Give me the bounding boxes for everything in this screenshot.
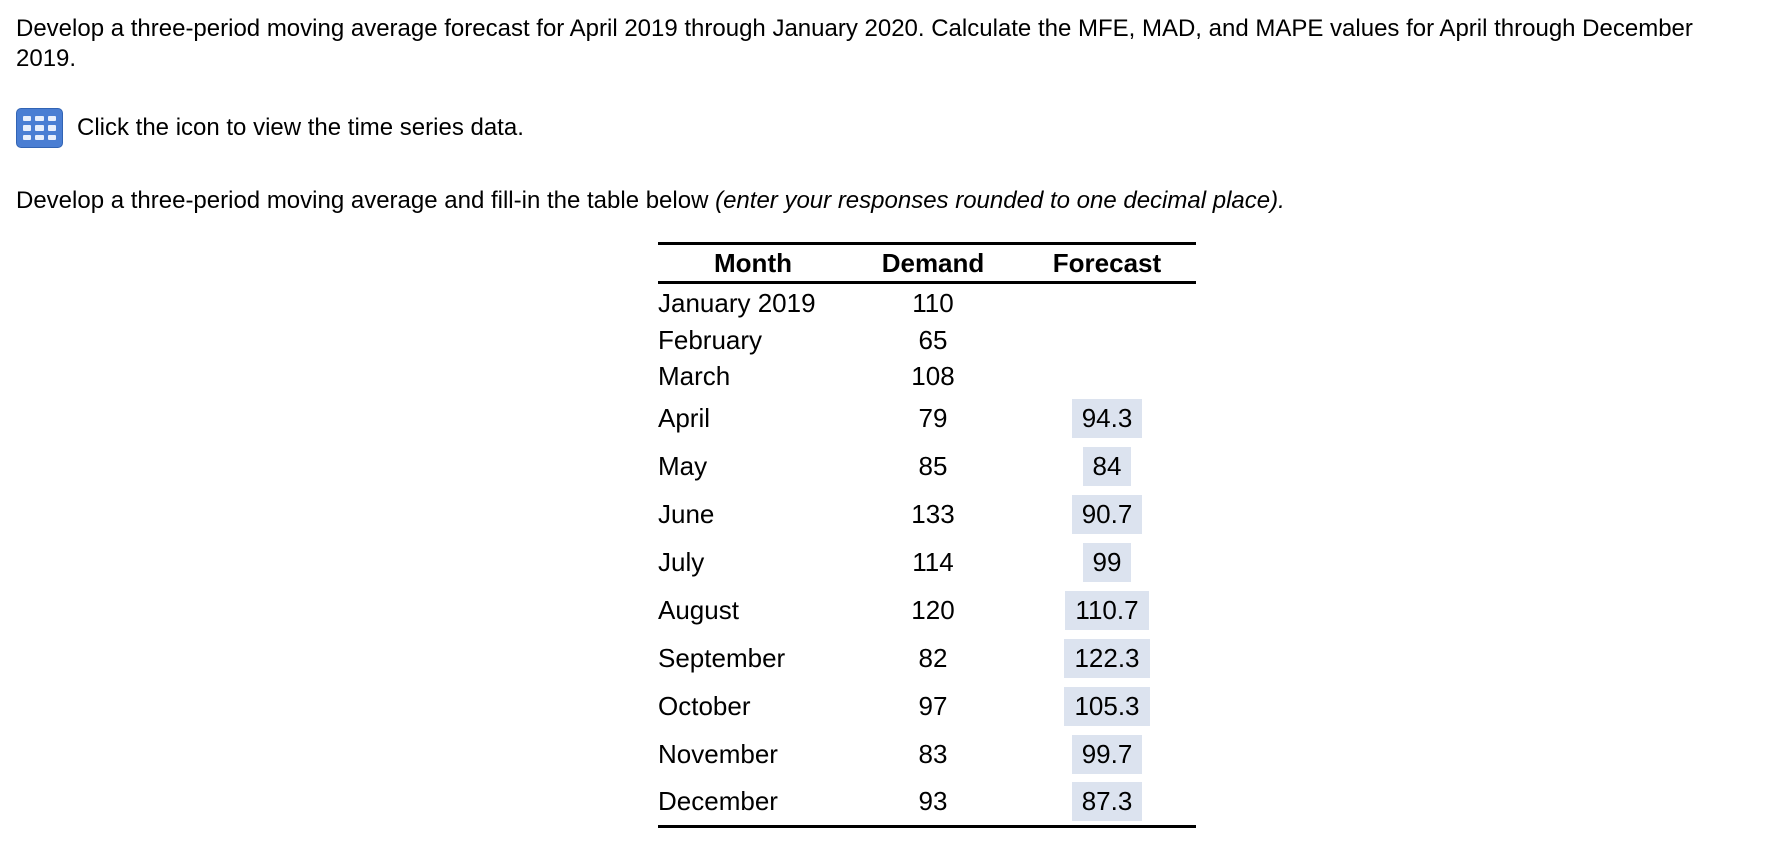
- demand-cell: 65: [918, 325, 948, 355]
- table-row: October 97 105.3: [658, 683, 1196, 731]
- table-row: July 114 99: [658, 539, 1196, 587]
- demand-cell: 120: [911, 595, 955, 625]
- forecast-input[interactable]: 110.7: [1065, 591, 1149, 630]
- month-cell: January 2019: [658, 287, 816, 318]
- forecast-input[interactable]: 99: [1082, 543, 1132, 582]
- forecast-cell: 90.7: [1018, 491, 1196, 539]
- table-grid-icon-cell: [23, 134, 32, 141]
- month-cell: February: [658, 325, 763, 355]
- table-row: February 65: [658, 323, 1196, 359]
- forecast-cell: [1018, 359, 1196, 395]
- table-row: May 85 84: [658, 443, 1196, 491]
- month-cell: July: [658, 547, 705, 577]
- table-row: January 2019 110: [658, 283, 1196, 323]
- table-grid-icon-cell: [23, 115, 32, 122]
- forecast-cell: 122.3: [1018, 635, 1196, 683]
- month-cell: April: [658, 403, 711, 433]
- table-grid-icon[interactable]: [16, 107, 63, 148]
- table-grid-icon-cell: [35, 134, 44, 141]
- demand-cell: 83: [918, 739, 948, 769]
- forecast-input[interactable]: 90.7: [1071, 495, 1143, 534]
- fill-in-instruction-note: (enter your responses rounded to one dec…: [715, 187, 1285, 214]
- table-row: August 120 110.7: [658, 587, 1196, 635]
- demand-cell: 82: [918, 643, 948, 673]
- question-page: Develop a three-period moving average fo…: [16, 15, 1762, 828]
- table-row: June 133 90.7: [658, 491, 1196, 539]
- table-header-row: Month Demand Forecast: [658, 243, 1196, 284]
- table-grid-icon-cell: [35, 125, 44, 131]
- demand-cell: 133: [911, 499, 955, 529]
- month-cell: May: [658, 451, 708, 481]
- forecast-input[interactable]: 87.3: [1071, 782, 1143, 822]
- month-column-header: Month: [658, 243, 848, 284]
- table-grid-icon-cell: [23, 125, 32, 131]
- question-text: Develop a three-period moving average fo…: [16, 15, 1693, 72]
- forecast-cell: [1018, 323, 1196, 359]
- table-grid-icon-cell: [47, 115, 56, 122]
- table-row: December 93 87.3: [658, 779, 1196, 827]
- demand-cell: 85: [918, 451, 948, 481]
- month-cell: September: [658, 643, 786, 673]
- forecast-input[interactable]: 84: [1082, 447, 1132, 486]
- forecast-column-header: Forecast: [1018, 243, 1196, 284]
- table-grid-icon-cell: [47, 125, 56, 131]
- forecast-input[interactable]: 105.3: [1064, 687, 1150, 726]
- table-grid-icon-cell: [35, 115, 44, 122]
- month-cell: November: [658, 739, 778, 769]
- forecast-cell: 94.3: [1018, 395, 1196, 443]
- table-grid-icon-cell: [47, 134, 56, 141]
- demand-column-header: Demand: [848, 243, 1018, 284]
- table-row: September 82 122.3: [658, 635, 1196, 683]
- demand-cell: 110: [912, 287, 954, 318]
- forecast-input[interactable]: 99.7: [1071, 735, 1143, 774]
- demand-cell: 79: [918, 403, 948, 433]
- moving-average-table: Month Demand Forecast January 2019 110 F…: [658, 242, 1196, 828]
- forecast-cell: 110.7: [1018, 587, 1196, 635]
- forecast-cell: [1018, 283, 1196, 323]
- fill-in-instruction-text: Develop a three-period moving average an…: [16, 187, 716, 214]
- icon-instruction-label: Click the icon to view the time series d…: [77, 113, 524, 141]
- forecast-input[interactable]: 122.3: [1064, 639, 1150, 678]
- forecast-input[interactable]: 94.3: [1071, 399, 1143, 438]
- month-cell: October: [658, 691, 751, 721]
- forecast-cell: 99: [1018, 539, 1196, 587]
- forecast-cell: 84: [1018, 443, 1196, 491]
- forecast-cell: 105.3: [1018, 683, 1196, 731]
- time-series-data-row: Click the icon to view the time series d…: [16, 107, 1762, 148]
- demand-cell: 108: [911, 361, 955, 391]
- table-row: March 108: [658, 359, 1196, 395]
- table-row: November 83 99.7: [658, 731, 1196, 779]
- demand-cell: 97: [918, 691, 948, 721]
- forecast-cell: 87.3: [1018, 779, 1196, 827]
- table-row: April 79 94.3: [658, 395, 1196, 443]
- month-cell: December: [658, 786, 778, 817]
- demand-cell: 93: [918, 786, 948, 817]
- fill-in-instruction: Develop a three-period moving average an…: [16, 186, 1762, 216]
- month-cell: June: [658, 499, 715, 529]
- month-cell: March: [658, 361, 731, 391]
- demand-cell: 114: [912, 547, 954, 577]
- month-cell: August: [658, 595, 739, 625]
- forecast-cell: 99.7: [1018, 731, 1196, 779]
